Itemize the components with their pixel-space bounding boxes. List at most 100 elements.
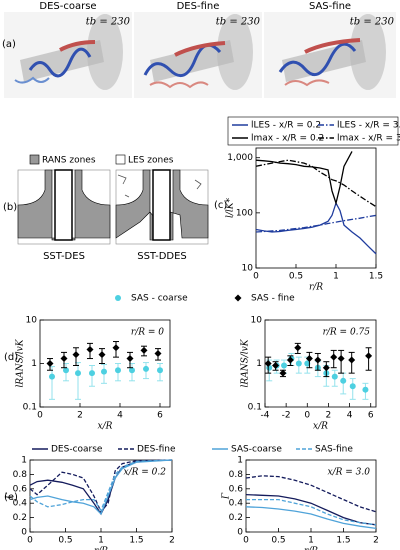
line: [255, 201, 377, 255]
x-axis-label: r/R: [94, 547, 108, 550]
vortex: [59, 40, 96, 52]
line: [245, 475, 377, 513]
x-tick-label: 0: [27, 536, 33, 546]
annotation: x/R = 3.0: [328, 468, 371, 478]
zone-map: [17, 169, 111, 245]
marker: [86, 345, 94, 353]
y-tick-label: 1: [237, 456, 243, 466]
zone-map: [115, 169, 209, 245]
x-tick-label: 2: [169, 536, 175, 546]
legend-label: SAS-fine: [315, 445, 353, 455]
y-tick-label: 0.6: [229, 484, 244, 494]
legend-label: DES-coarse: [51, 445, 103, 455]
legend-label: lmax - x/R = 3.0: [337, 134, 400, 144]
plot-frame: [255, 147, 377, 269]
y-axis-label: Γ: [222, 492, 232, 500]
marker: [295, 360, 302, 367]
y-tick-label: 1: [21, 456, 27, 466]
x-tick-label: 1: [308, 536, 314, 546]
marker: [305, 355, 313, 363]
y-tick-label: 0.8: [229, 470, 244, 480]
marker: [98, 351, 106, 359]
zone-speckle: [117, 174, 202, 198]
marker: [279, 369, 287, 377]
vortex: [28, 47, 92, 78]
marker: [294, 344, 302, 352]
marker: [234, 294, 242, 302]
marker: [331, 373, 338, 380]
y-tick-label: 0.2: [229, 513, 243, 523]
panel-label: (b): [3, 202, 17, 213]
panel-label: (c): [214, 200, 227, 211]
legend-label: SAS-coarse: [231, 445, 282, 455]
x-tick-label: 0.5: [58, 536, 72, 546]
render: [134, 12, 262, 98]
x-axis-label: r/R: [309, 283, 323, 293]
x-tick-label: 1.5: [129, 536, 143, 546]
vortex: [284, 79, 330, 87]
marker: [304, 360, 311, 367]
x-tick-label: 0: [253, 272, 259, 282]
legend-label: lLES - x/R = 3.0: [337, 121, 400, 131]
rans-zone: [115, 169, 209, 241]
x-tick-label: 2: [373, 536, 379, 546]
marker: [349, 383, 356, 390]
render-time: tb = 230: [86, 17, 131, 28]
zone-swatch: [29, 154, 40, 165]
x-axis-label: x/R: [98, 422, 113, 432]
marker: [89, 370, 95, 377]
y-tick-label: 1: [256, 359, 262, 369]
marker: [322, 364, 330, 372]
marker: [157, 367, 163, 374]
marker: [140, 346, 148, 354]
annotation: r/R = 0.75: [323, 328, 371, 338]
x-tick-label: 0: [243, 536, 249, 546]
x-tick-label: 1.5: [369, 272, 383, 282]
panel-label: (d): [4, 352, 18, 363]
marker: [281, 362, 288, 369]
rans-zone: [17, 169, 111, 241]
y-tick-label: 0.4: [229, 499, 244, 509]
legend-label: lmax - x/R = 0.2: [251, 134, 324, 144]
legend-label: lLES - x/R = 0.2: [251, 121, 321, 131]
line: [29, 459, 173, 514]
line: [255, 214, 377, 233]
marker: [348, 356, 356, 364]
y-axis-label: l/lK*: [226, 197, 236, 218]
line: [245, 493, 377, 526]
y-axis-label: lRANS/lvK: [241, 338, 251, 387]
marker: [365, 352, 373, 360]
render-time: tb = 230: [216, 17, 261, 28]
y-tick-label: 0.6: [13, 484, 28, 494]
render-title: SAS-fine: [309, 1, 351, 12]
render-panels: DES-coarse DES-fine SAS-fine tb = 230 tb…: [4, 1, 396, 98]
y-tick-label: 0: [237, 528, 243, 538]
line: [246, 498, 377, 526]
panel-label: (a): [2, 39, 16, 50]
y-tick-label: 0.4: [13, 499, 28, 509]
vortex: [304, 38, 361, 54]
y-tick-label: 1,000: [227, 153, 253, 163]
annotation: x/R = 0.2: [124, 468, 167, 478]
x-tick-label: 1.5: [336, 536, 350, 546]
x-tick-label: 6: [157, 411, 163, 421]
marker: [286, 356, 294, 364]
marker: [340, 377, 347, 384]
legend-frame: [227, 116, 399, 146]
y-tick-label: 0.2: [13, 513, 27, 523]
y-axis-label: Γ: [6, 492, 16, 500]
line: [29, 459, 173, 512]
x-tick-label: 2: [77, 411, 83, 421]
line: [255, 159, 377, 208]
inlet: [54, 169, 73, 241]
x-tick-label: 4: [347, 411, 353, 421]
line: [255, 151, 353, 206]
x-tick-label: 4: [117, 411, 123, 421]
marker: [330, 353, 338, 361]
disc: [217, 14, 253, 90]
marker: [112, 344, 120, 352]
x-tick-label: 1: [333, 272, 339, 282]
line: [245, 506, 377, 530]
marker: [115, 367, 121, 374]
